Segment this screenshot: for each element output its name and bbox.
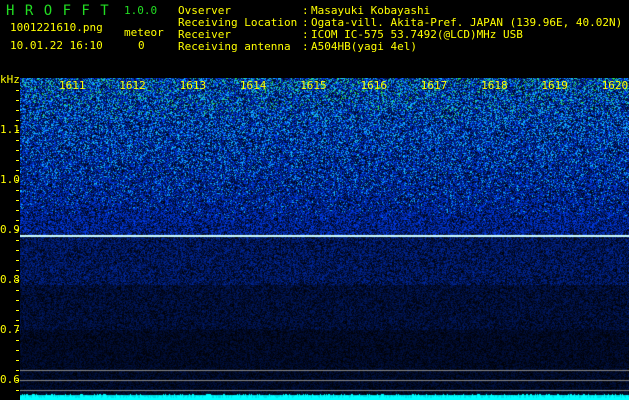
time-tick-label: 1613 bbox=[179, 79, 207, 92]
y-minor-tick bbox=[16, 90, 19, 91]
y-minor-tick bbox=[16, 240, 19, 241]
y-minor-tick bbox=[16, 220, 19, 221]
y-minor-tick bbox=[16, 190, 19, 191]
y-minor-tick bbox=[16, 390, 19, 391]
y-minor-tick bbox=[16, 320, 19, 321]
meteor-label: meteor bbox=[124, 26, 164, 39]
info-sep: : bbox=[302, 28, 309, 41]
y-minor-tick bbox=[16, 210, 19, 211]
info-label-observer: Ovserver bbox=[178, 4, 231, 17]
y-minor-tick bbox=[16, 180, 19, 181]
info-label-antenna: Receiving antenna bbox=[178, 40, 291, 53]
y-minor-tick bbox=[16, 100, 19, 101]
y-minor-tick bbox=[16, 170, 19, 171]
info-sep: : bbox=[302, 4, 309, 17]
y-minor-tick bbox=[16, 260, 19, 261]
y-minor-tick bbox=[16, 150, 19, 151]
y-minor-tick bbox=[16, 140, 19, 141]
time-tick-label: 1619 bbox=[541, 79, 568, 92]
info-label-location: Receiving Location bbox=[178, 16, 298, 29]
y-tick-label: 0.9 bbox=[0, 223, 20, 236]
y-minor-tick bbox=[16, 310, 19, 311]
info-sep: : bbox=[302, 16, 309, 29]
info-value-antenna: A504HB(yagi 4el) bbox=[311, 40, 417, 53]
y-minor-tick bbox=[16, 130, 19, 131]
y-minor-tick bbox=[16, 380, 19, 381]
meteor-count: 0 bbox=[138, 39, 145, 52]
y-minor-tick bbox=[16, 370, 19, 371]
y-tick-label: 0.8 bbox=[0, 273, 20, 286]
time-tick-label: 1612 bbox=[119, 79, 146, 92]
info-value-location: Ogata-vill. Akita-Pref. JAPAN (139.96E, … bbox=[311, 16, 623, 29]
y-minor-tick bbox=[16, 250, 19, 251]
y-tick-label: 0.6 bbox=[0, 373, 20, 386]
time-tick-label: 1617 bbox=[420, 79, 448, 92]
info-value-observer: Masayuki Kobayashi bbox=[311, 4, 431, 17]
info-label-receiver: Receiver bbox=[178, 28, 231, 41]
y-minor-tick bbox=[16, 270, 19, 271]
y-minor-tick bbox=[16, 200, 19, 201]
time-tick-label: 1618 bbox=[481, 79, 508, 92]
y-minor-tick bbox=[16, 300, 19, 301]
y-minor-tick bbox=[16, 330, 19, 331]
datetime: 10.01.22 16:10 bbox=[10, 39, 103, 52]
y-unit-label: kHz bbox=[0, 73, 20, 86]
info-sep: : bbox=[302, 40, 309, 53]
y-minor-tick bbox=[16, 110, 19, 111]
time-tick-label: 1611 bbox=[59, 79, 86, 92]
y-minor-tick bbox=[16, 280, 19, 281]
y-minor-tick bbox=[16, 290, 19, 291]
y-minor-tick bbox=[16, 350, 19, 351]
time-tick-label: 1614 bbox=[239, 79, 267, 92]
y-minor-tick bbox=[16, 160, 19, 161]
y-tick-label: 0.7 bbox=[0, 323, 20, 336]
file-name: 1001221610.png bbox=[10, 21, 103, 34]
y-minor-tick bbox=[16, 230, 19, 231]
spectrogram-waterfall bbox=[20, 78, 629, 400]
y-tick-label: 1.1 bbox=[0, 123, 20, 136]
y-tick-label: 1.0 bbox=[0, 173, 20, 186]
time-tick-label: 1616 bbox=[360, 79, 388, 92]
info-value-receiver: ICOM IC-575 53.7492(@LCD)MHz USB bbox=[311, 28, 523, 41]
app-version: 1.0.0 bbox=[124, 4, 158, 17]
y-minor-tick bbox=[16, 120, 19, 121]
time-tick-label: 1615 bbox=[300, 79, 327, 92]
y-minor-tick bbox=[16, 340, 19, 341]
app-title: H R O F F T bbox=[6, 3, 110, 19]
y-minor-tick bbox=[16, 360, 19, 361]
time-tick-label: 1620 bbox=[601, 79, 629, 92]
